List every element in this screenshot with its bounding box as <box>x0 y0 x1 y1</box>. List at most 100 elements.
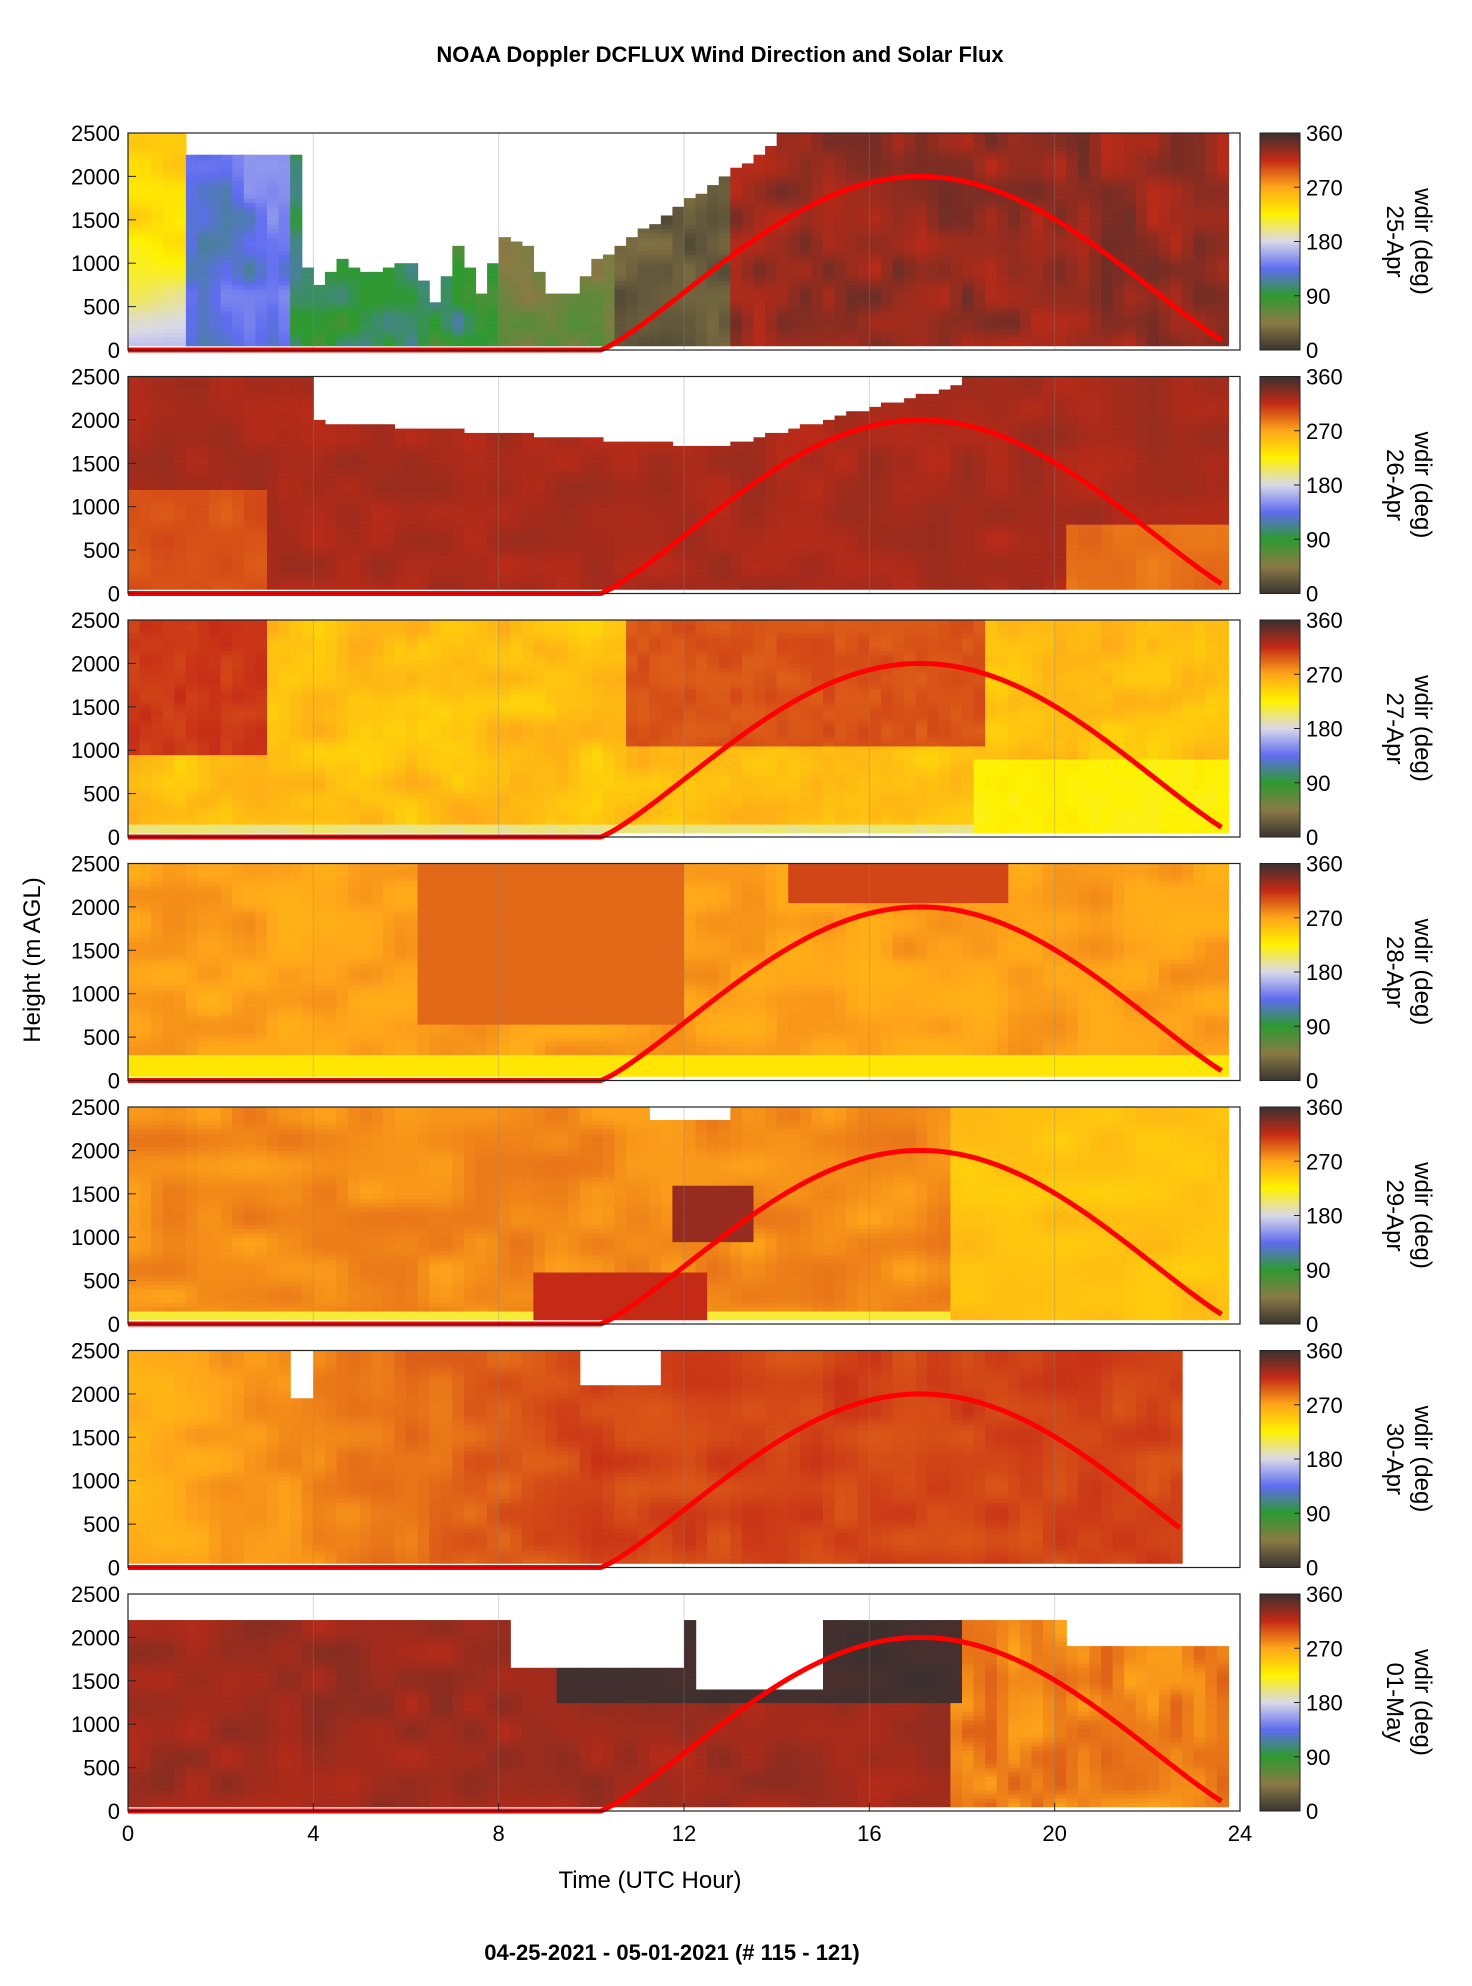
heatmap-cell <box>255 155 267 160</box>
heatmap-cell <box>186 285 198 290</box>
heatmap-cell <box>267 198 279 203</box>
heatmap-cell <box>163 311 175 316</box>
heatmap-cell <box>209 198 221 203</box>
heatmap-cell <box>232 276 244 281</box>
heatmap-cell <box>140 324 152 329</box>
heatmap-cell <box>186 302 198 307</box>
heatmap-cell <box>429 315 441 320</box>
heatmap-cell <box>174 302 186 307</box>
heatmap-cell <box>140 307 152 312</box>
heatmap-cell <box>244 163 256 168</box>
heatmap-cell <box>186 324 198 329</box>
heatmap-cell <box>302 341 314 346</box>
heatmap-cell <box>313 324 325 329</box>
heatmap-cell <box>267 189 279 194</box>
heatmap-cell <box>464 333 476 338</box>
heatmap-cell <box>302 289 314 294</box>
heatmap-cell <box>290 250 302 255</box>
heatmap-cell <box>302 324 314 329</box>
heatmap-cell <box>244 333 256 338</box>
heatmap-cell <box>244 250 256 255</box>
heatmap-cell <box>128 211 140 216</box>
heatmap-cell <box>394 289 406 294</box>
heatmap-cell <box>209 333 221 338</box>
heatmap-cell <box>140 146 152 151</box>
heatmap-cell <box>163 224 175 229</box>
heatmap-cell <box>174 237 186 242</box>
heatmap-cell <box>221 163 233 168</box>
heatmap-cell <box>128 255 140 260</box>
heatmap-cell <box>313 333 325 338</box>
heatmap-cell <box>464 289 476 294</box>
heatmap-cell <box>163 276 175 281</box>
heatmap-cell <box>198 202 210 207</box>
heatmap-cell <box>290 237 302 242</box>
heatmap-cell <box>244 294 256 299</box>
heatmap-cell <box>255 333 267 338</box>
heatmap-cell <box>232 307 244 312</box>
heatmap-cell <box>151 176 163 181</box>
heatmap-cell <box>371 302 383 307</box>
heatmap-cell <box>255 294 267 299</box>
heatmap-cell <box>360 341 372 346</box>
heatmap-cell <box>290 268 302 273</box>
heatmap-cell <box>244 220 256 225</box>
heatmap-cell <box>232 172 244 177</box>
heatmap-cell <box>290 302 302 307</box>
heatmap-cell <box>267 155 279 160</box>
heatmap-cell <box>174 181 186 186</box>
heatmap-cell <box>221 224 233 229</box>
heatmap-cell <box>186 272 198 277</box>
heatmap-cell <box>348 311 360 316</box>
heatmap-cell <box>198 176 210 181</box>
heatmap-cell <box>128 224 140 229</box>
heatmap-cell <box>198 220 210 225</box>
heatmap-cell <box>255 176 267 181</box>
heatmap-cell <box>383 276 395 281</box>
heatmap-cell <box>267 168 279 173</box>
heatmap-cell <box>441 276 453 281</box>
heatmap-cell <box>128 194 140 199</box>
heatmap-cell <box>279 163 291 168</box>
heatmap-cell <box>418 315 430 320</box>
heatmap-cell <box>360 272 372 277</box>
heatmap-cell <box>140 328 152 333</box>
heatmap-cell <box>279 224 291 229</box>
heatmap-cell <box>290 285 302 290</box>
heatmap-cell <box>163 207 175 212</box>
heatmap-cell <box>186 237 198 242</box>
heatmap-cell <box>429 337 441 342</box>
heatmap-cell <box>151 198 163 203</box>
heatmap-cell <box>476 307 488 312</box>
heatmap-cell <box>267 215 279 220</box>
heatmap-cell <box>279 324 291 329</box>
heatmap-cell <box>383 268 395 273</box>
heatmap-cell <box>429 311 441 316</box>
heatmap-cell <box>418 289 430 294</box>
heatmap-cell <box>441 337 453 342</box>
heatmap-cell <box>290 255 302 260</box>
heatmap-cell <box>140 142 152 147</box>
heatmap-cell <box>128 146 140 151</box>
heatmap-cell <box>140 315 152 320</box>
heatmap-cell <box>198 281 210 286</box>
heatmap-cell <box>163 242 175 247</box>
heatmap-cell <box>244 263 256 268</box>
chart-title: NOAA Doppler DCFLUX Wind Direction and S… <box>436 42 1004 67</box>
heatmap-cell <box>221 320 233 325</box>
heatmap-cell <box>209 307 221 312</box>
heatmap-cell <box>232 202 244 207</box>
heatmap-cell <box>290 211 302 216</box>
heatmap-cell <box>140 168 152 173</box>
heatmap-cell <box>383 307 395 312</box>
heatmap-cell <box>128 341 140 346</box>
heatmap-cell <box>151 250 163 255</box>
heatmap-cell <box>394 281 406 286</box>
heatmap-cell <box>290 194 302 199</box>
heatmap-cell <box>209 246 221 251</box>
heatmap-cell <box>232 194 244 199</box>
heatmap-cell <box>279 194 291 199</box>
heatmap-cell <box>337 320 349 325</box>
heatmap-cell <box>221 259 233 264</box>
heatmap-cell <box>279 237 291 242</box>
